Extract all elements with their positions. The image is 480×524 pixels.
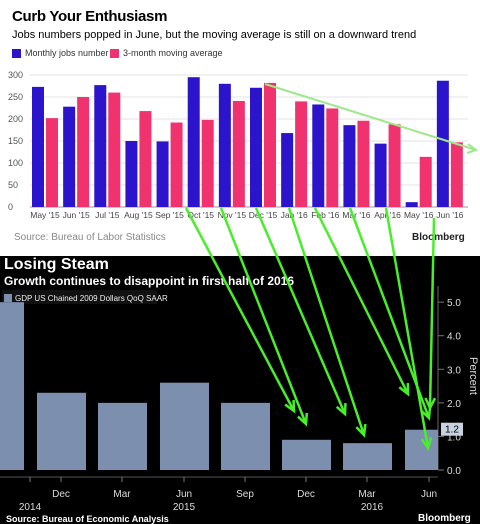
gdp-bar-5: [282, 439, 331, 470]
bar-jobs-0: [32, 86, 44, 207]
y-tick-label: 200: [8, 114, 23, 124]
bar-average-13: [450, 142, 463, 207]
legend-label: GDP US Chained 2009 Dollars QoQ SAAR: [15, 294, 168, 303]
bar-jobs-13: [436, 80, 449, 207]
x-tick-label: Feb '16: [311, 210, 339, 220]
bar-average-3: [139, 111, 152, 207]
x-tick-label: Aug '15: [124, 210, 153, 220]
x-tick-label: May '15: [30, 210, 60, 220]
bar-average-11: [388, 124, 401, 207]
legend-average-swatch: [110, 48, 119, 58]
gdp-bar-0: [0, 302, 24, 470]
y-tick-label: 50: [8, 180, 18, 190]
jobs-chart-subtitle: Jobs numbers popped in June, but the mov…: [12, 29, 417, 41]
gdp-chart-brand: Bloomberg: [418, 513, 471, 524]
x-year-label: 2014: [19, 502, 42, 513]
last-value-label: 1.2: [445, 425, 459, 436]
x-year-label: 2015: [173, 502, 196, 513]
x-tick-label: Mar '16: [342, 210, 370, 220]
y-tick-label: 4.0: [447, 332, 461, 343]
x-tick-label: Dec: [297, 489, 315, 500]
y-tick-label: 300: [8, 70, 23, 80]
bar-jobs-10: [343, 125, 356, 207]
y-tick-label: 3.0: [447, 365, 461, 376]
x-year-label: 2016: [361, 502, 384, 513]
x-tick-label: May '16: [404, 210, 434, 220]
gdp-chart-title: Losing Steam: [4, 256, 109, 273]
legend-jobs-swatch: [12, 48, 21, 58]
x-tick-label: Oct '15: [187, 210, 214, 220]
bar-jobs-3: [125, 141, 138, 207]
jobs-chart-panel: Curb Your Enthusiasm Jobs numbers popped…: [0, 0, 480, 256]
y-tick-label: 5.0: [447, 298, 461, 309]
bar-jobs-7: [250, 87, 262, 207]
gdp-bar-1: [37, 392, 86, 470]
y-tick-label: 100: [8, 158, 23, 168]
bar-average-4: [170, 122, 183, 207]
bar-average-2: [108, 92, 121, 207]
gdp-chart-plot: 0.0 1.0 2.0 3.0 4.0 5.0 GDP US Chained 2009 Do…: [0, 286, 479, 513]
bar-average-6: [232, 100, 245, 207]
bar-jobs-5: [187, 77, 200, 207]
gdp-bar-7: [405, 429, 438, 470]
last-value-box: [441, 422, 463, 436]
y-tick-label: 0: [8, 202, 13, 212]
gdp-chart-source: Source: Bureau of Economic Analysis: [6, 514, 169, 524]
legend-average-label: 3-month moving average: [123, 48, 223, 58]
x-tick-label: Mar: [113, 489, 131, 500]
bar-average-8: [295, 101, 308, 207]
jobs-chart-title: Curb Your Enthusiasm: [12, 8, 168, 25]
legend-jobs: Monthly jobs number: [12, 48, 109, 58]
x-tick-label: Jan '16: [281, 210, 308, 220]
x-tick-label: Apr '16: [374, 210, 401, 220]
y-tick-label: 2.0: [447, 399, 461, 410]
trend-line: [264, 83, 477, 151]
bar-jobs-2: [94, 85, 107, 207]
legend-swatch: [4, 294, 12, 302]
bar-jobs-6: [218, 83, 231, 207]
bar-average-7: [264, 82, 276, 207]
bar-average-9: [326, 108, 339, 207]
trend-arrowhead: [466, 143, 479, 154]
y-tick-label: 0.0: [447, 466, 461, 477]
y-tick-label: 1.0: [447, 432, 461, 443]
bar-jobs-4: [156, 141, 169, 207]
bar-jobs-11: [374, 143, 387, 207]
legend-average: 3-month moving average: [110, 48, 223, 58]
gdp-bar-3: [160, 382, 209, 470]
x-tick-label: Jul '15: [95, 210, 120, 220]
gdp-chart-panel: Losing Steam Growth continues to disappo…: [0, 256, 480, 524]
x-tick-label: Dec: [52, 489, 70, 500]
x-tick-label: Jun: [176, 489, 192, 500]
y-tick-label: 150: [8, 136, 23, 146]
y-tick-label: 250: [8, 92, 23, 102]
x-tick-label: Jun '16: [436, 210, 463, 220]
legend-box: [2, 290, 157, 304]
y-axis-title: Percent: [467, 357, 479, 395]
x-tick-label: Jun: [421, 489, 437, 500]
x-tick-label: Mar: [358, 489, 376, 500]
gdp-bar-4: [221, 402, 270, 470]
x-tick-label: Jun '15: [63, 210, 90, 220]
gdp-bar-2: [98, 402, 147, 470]
jobs-chart-plot: 0 50 100 150 200 250 300 May '15 Jun '15 Jul '15 A…: [8, 70, 479, 220]
jobs-chart-brand: Bloomberg: [412, 232, 465, 243]
bar-average-1: [77, 97, 90, 207]
legend-jobs-label: Monthly jobs number: [25, 48, 109, 58]
bar-jobs-1: [63, 106, 76, 207]
bar-average-0: [46, 118, 58, 207]
jobs-chart-source: Source: Bureau of Labor Statistics: [14, 232, 166, 243]
bar-jobs-8: [281, 133, 294, 207]
x-tick-label: Sep '15: [155, 210, 184, 220]
x-tick-label: Sep: [236, 489, 254, 500]
bar-average-12: [419, 156, 432, 207]
x-tick-label: Dec '15: [249, 210, 278, 220]
bar-average-10: [357, 120, 370, 207]
bar-jobs-12: [405, 202, 418, 207]
bar-jobs-9: [312, 104, 325, 207]
x-tick-label: Nov '15: [218, 210, 247, 220]
bar-average-5: [201, 119, 214, 207]
gdp-bar-6: [343, 443, 392, 470]
